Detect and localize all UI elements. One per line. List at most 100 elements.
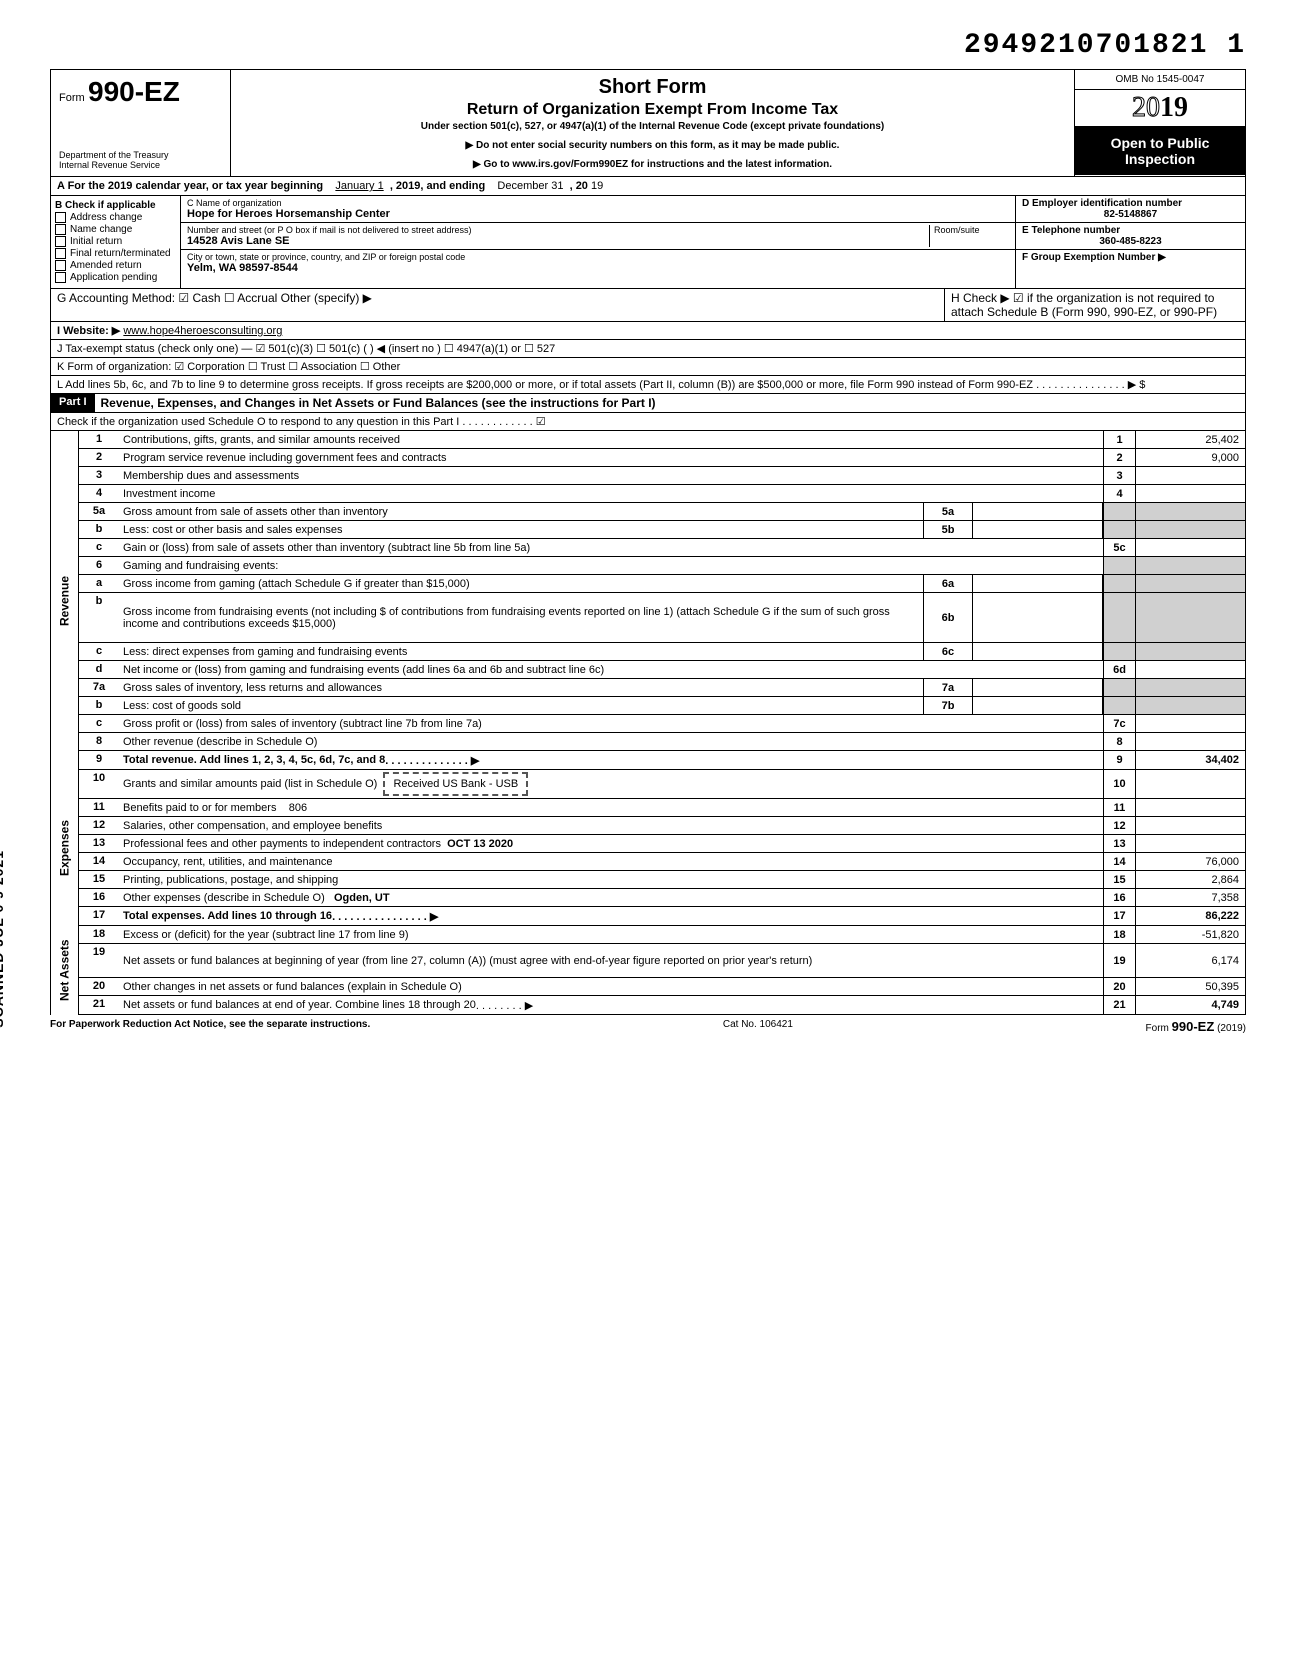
- line-rn: [1103, 575, 1135, 592]
- city-label: City or town, state or province, country…: [187, 252, 1009, 262]
- line-rn: [1103, 679, 1135, 696]
- line-val: [1135, 643, 1245, 660]
- street-value: 14528 Avis Lane SE: [187, 235, 929, 247]
- section-b-c-d: B Check if applicable Address change Nam…: [50, 196, 1246, 289]
- line-no: 7a: [79, 679, 119, 696]
- part-1-header-row: Part I Revenue, Expenses, and Changes in…: [50, 394, 1246, 413]
- revenue-side-label: Revenue: [50, 431, 78, 770]
- line-no: 13: [79, 835, 119, 852]
- line-val: [1135, 817, 1245, 834]
- line-desc: Benefits paid to or for members 806: [119, 799, 1103, 816]
- line-val: [1135, 485, 1245, 502]
- line-val: 50,395: [1135, 978, 1245, 995]
- line-mid: 5b: [923, 521, 973, 538]
- expenses-table: 10Grants and similar amounts paid (list …: [78, 770, 1246, 926]
- line-val: [1135, 593, 1245, 642]
- line-mid: 7a: [923, 679, 973, 696]
- document-id: 2949210701821 1: [50, 30, 1246, 61]
- line-no: 8: [79, 733, 119, 750]
- footer-mid: Cat No. 106421: [723, 1019, 793, 1034]
- line-desc: Gross sales of inventory, less returns a…: [119, 679, 923, 696]
- line-desc: Grants and similar amounts paid (list in…: [119, 770, 1103, 798]
- line-no: a: [79, 575, 119, 592]
- scanned-stamp: SCANNED JUL 0 9 2021: [0, 850, 6, 1028]
- checkbox-icon[interactable]: [55, 224, 66, 235]
- line-val: 2,864: [1135, 871, 1245, 888]
- short-form-title: Short Form: [239, 76, 1066, 99]
- line-no: 19: [79, 944, 119, 977]
- line-rn: 20: [1103, 978, 1135, 995]
- row-i-website: I Website: ▶ www.hope4heroesconsulting.o…: [50, 322, 1246, 340]
- line-rn: 4: [1103, 485, 1135, 502]
- line-rn: 5c: [1103, 539, 1135, 556]
- city-value: Yelm, WA 98597-8544: [187, 262, 1009, 274]
- line-midval: [973, 593, 1103, 642]
- line-desc: Net assets or fund balances at end of ye…: [119, 996, 1103, 1014]
- street-label: Number and street (or P O box if mail is…: [187, 225, 929, 235]
- chk-pending: Application pending: [70, 272, 157, 283]
- line-mid: 5a: [923, 503, 973, 520]
- chk-name: Name change: [70, 224, 132, 235]
- line-rn: 14: [1103, 853, 1135, 870]
- line-no: 2: [79, 449, 119, 466]
- line-desc: Other expenses (describe in Schedule O) …: [119, 889, 1103, 906]
- line-midval: [973, 643, 1103, 660]
- line-no: 12: [79, 817, 119, 834]
- line-val: [1135, 521, 1245, 538]
- net-assets-table: 18Excess or (deficit) for the year (subt…: [78, 926, 1246, 1015]
- group-label: F Group Exemption Number ▶: [1022, 252, 1239, 263]
- line-rn: [1103, 593, 1135, 642]
- line-desc: Contributions, gifts, grants, and simila…: [119, 431, 1103, 448]
- line-rn: 8: [1103, 733, 1135, 750]
- chk-amended: Amended return: [70, 260, 142, 271]
- line-mid: 7b: [923, 697, 973, 714]
- line-midval: [973, 697, 1103, 714]
- line-val: [1135, 467, 1245, 484]
- line-desc: Total revenue. Add lines 1, 2, 3, 4, 5c,…: [119, 751, 1103, 769]
- line-no: 20: [79, 978, 119, 995]
- line-val: 25,402: [1135, 431, 1245, 448]
- irs-stamp: Received US Bank - USB: [383, 772, 528, 796]
- line-no: c: [79, 715, 119, 732]
- line-val: [1135, 733, 1245, 750]
- org-name: Hope for Heroes Horsemanship Center: [187, 208, 1009, 220]
- line-no: 3: [79, 467, 119, 484]
- line-val: [1135, 575, 1245, 592]
- row-k-form-org: K Form of organization: ☑ Corporation ☐ …: [50, 358, 1246, 376]
- line-val: [1135, 799, 1245, 816]
- line-no: 10: [79, 770, 119, 798]
- column-c: C Name of organization Hope for Heroes H…: [181, 196, 1015, 288]
- line-no: 11: [79, 799, 119, 816]
- checkbox-icon[interactable]: [55, 212, 66, 223]
- line-desc: Net assets or fund balances at beginning…: [119, 944, 1103, 977]
- tel-value: 360-485-8223: [1022, 236, 1239, 247]
- line-desc: Other revenue (describe in Schedule O): [119, 733, 1103, 750]
- part-1-title: Revenue, Expenses, and Changes in Net As…: [95, 394, 1245, 412]
- line-desc: Program service revenue including govern…: [119, 449, 1103, 466]
- line-desc: Less: cost or other basis and sales expe…: [119, 521, 923, 538]
- row-a-calendar-year: A For the 2019 calendar year, or tax yea…: [50, 177, 1246, 196]
- row-l-gross-receipts: L Add lines 5b, 6c, and 7b to line 9 to …: [50, 376, 1246, 394]
- chk-final: Final return/terminated: [70, 248, 171, 259]
- net-assets-side-label: Net Assets: [50, 926, 78, 1015]
- accounting-method: G Accounting Method: ☑ Cash ☐ Accrual Ot…: [51, 289, 945, 321]
- row-g-h: G Accounting Method: ☑ Cash ☐ Accrual Ot…: [50, 289, 1246, 322]
- form-number: 990-EZ: [88, 76, 180, 107]
- checkbox-icon[interactable]: [55, 236, 66, 247]
- line-rn: 17: [1103, 907, 1135, 925]
- checkbox-icon[interactable]: [55, 248, 66, 259]
- line-desc: Occupancy, rent, utilities, and maintena…: [119, 853, 1103, 870]
- org-name-label: C Name of organization: [187, 198, 1009, 208]
- footer-left: For Paperwork Reduction Act Notice, see …: [50, 1019, 370, 1034]
- line-rn: 6d: [1103, 661, 1135, 678]
- line-no: 9: [79, 751, 119, 769]
- department-label: Department of the Treasury Internal Reve…: [59, 150, 222, 170]
- checkbox-icon[interactable]: [55, 272, 66, 283]
- line-mid: 6c: [923, 643, 973, 660]
- checkbox-icon[interactable]: [55, 260, 66, 271]
- line-desc: Total expenses. Add lines 10 through 16 …: [119, 907, 1103, 925]
- revenue-table: 1Contributions, gifts, grants, and simil…: [78, 431, 1246, 770]
- line-rn: 21: [1103, 996, 1135, 1014]
- line-rn: [1103, 503, 1135, 520]
- line-desc: Gaming and fundraising events:: [119, 557, 1103, 574]
